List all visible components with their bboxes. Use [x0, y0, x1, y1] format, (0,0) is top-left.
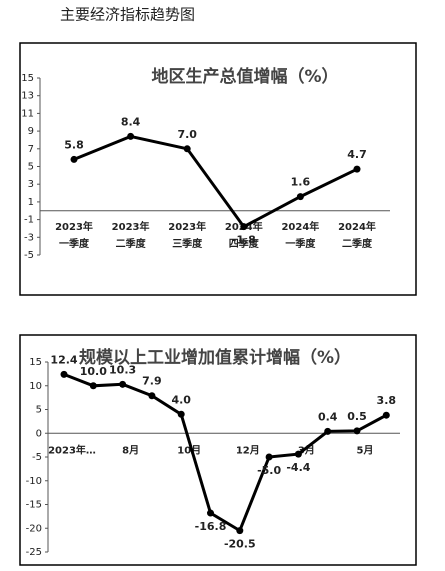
value-label: 7.0	[177, 128, 197, 141]
x-tick-label: 一季度	[59, 237, 90, 250]
y-tick-label: 1	[28, 197, 34, 208]
x-tick-label: 四季度	[229, 237, 260, 250]
y-tick-label: -20	[26, 523, 42, 534]
line	[73, 134, 358, 229]
chart-title: 规模以上工业增加值累计增幅（%）	[79, 347, 351, 368]
x-tick-label: 8月	[122, 444, 139, 456]
value-label: -1.8	[232, 234, 256, 247]
value-label: 0.4	[318, 410, 338, 423]
y-tick-label: -10	[26, 476, 42, 487]
value-label: 0.5	[347, 410, 367, 423]
y-tick-label: -1	[24, 215, 34, 226]
point	[127, 132, 135, 140]
x-tick-label: 10月	[177, 444, 201, 456]
point	[382, 411, 390, 419]
x-tick-label: 2023年	[168, 220, 206, 233]
chart-title: 地区生产总值增幅（%）	[151, 66, 338, 87]
chart-frame	[19, 42, 417, 296]
value-label: -20.5	[224, 538, 256, 551]
value-label: -16.8	[195, 520, 227, 533]
page-title: 主要经济指标趋势图	[60, 6, 195, 24]
y-tick-label: 3	[28, 179, 34, 190]
value-label: 12.4	[50, 353, 77, 366]
point	[294, 450, 302, 458]
y-tick-label: -25	[26, 547, 42, 558]
point	[240, 223, 248, 231]
x-tick-label: 3月	[298, 444, 315, 456]
point	[236, 527, 244, 535]
point	[183, 145, 191, 153]
value-label: 1.6	[291, 176, 311, 189]
x-tick-label: 2023年…	[48, 443, 96, 456]
value-label: 3.8	[377, 394, 397, 407]
y-tick-label: 0	[36, 428, 42, 439]
chart-frame	[19, 334, 417, 566]
value-label: 10.0	[80, 365, 107, 378]
y-tick-label: 7	[28, 144, 34, 155]
value-label: 8.4	[121, 115, 141, 128]
x-tick-label: 12月	[236, 444, 260, 456]
value-label: 4.7	[347, 148, 367, 161]
y-tick-label: 15	[29, 357, 42, 368]
point	[207, 509, 214, 517]
y-tick-label: -5	[24, 250, 34, 261]
point	[296, 193, 304, 201]
point	[148, 392, 156, 400]
point	[177, 410, 185, 418]
x-tick-label: 2023年	[55, 220, 93, 233]
x-tick-label: 一季度	[285, 237, 316, 250]
point	[70, 155, 78, 163]
x-tick-label: 二季度	[116, 237, 147, 250]
x-tick-label: 2023年	[112, 220, 150, 233]
y-tick-label: 10	[29, 381, 42, 392]
y-tick-label: -15	[26, 500, 42, 511]
y-tick-label: 5	[28, 162, 34, 173]
x-tick-label: 三季度	[172, 237, 203, 250]
value-label: 4.0	[171, 393, 191, 406]
line	[63, 373, 388, 533]
point	[89, 382, 97, 390]
x-tick-label: 2024年	[338, 220, 376, 233]
x-tick-label: 2024年	[281, 220, 319, 233]
point	[324, 427, 332, 435]
y-tick-label: 5	[36, 405, 42, 416]
y-tick-label: -3	[24, 232, 34, 243]
value-label: 7.9	[142, 375, 162, 388]
point	[265, 453, 273, 461]
point	[119, 380, 127, 388]
point	[353, 427, 361, 435]
y-tick-label: 11	[21, 108, 34, 119]
x-tick-label: 5月	[357, 444, 374, 456]
x-tick-label: 二季度	[342, 237, 373, 250]
point	[60, 370, 68, 378]
y-tick-label: 9	[28, 126, 34, 137]
value-label: -5.0	[257, 464, 281, 477]
value-label: 5.8	[64, 138, 84, 151]
value-label: -4.4	[286, 461, 310, 474]
y-tick-label: 15	[21, 73, 34, 84]
point	[353, 165, 361, 173]
y-tick-label: 13	[21, 91, 34, 102]
y-tick-label: -5	[32, 452, 42, 463]
value-label: 10.3	[109, 363, 136, 376]
